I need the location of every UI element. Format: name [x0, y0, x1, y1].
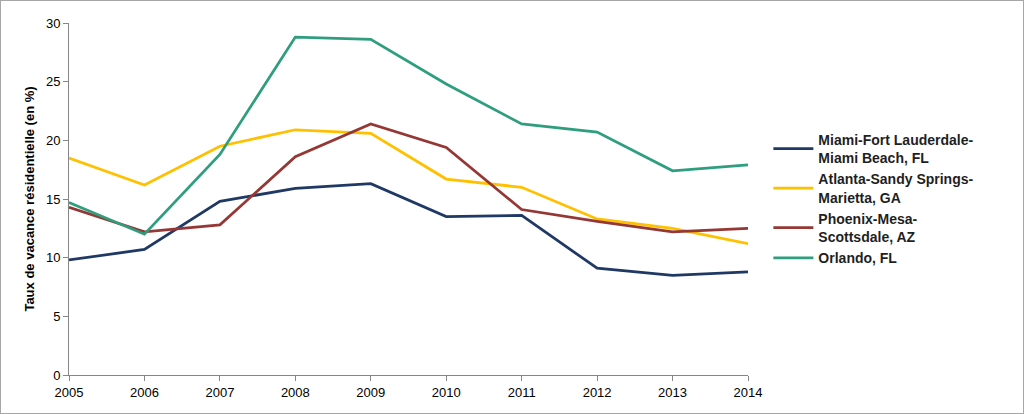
svg-text:2013: 2013 [658, 385, 687, 400]
svg-text:15: 15 [46, 192, 60, 207]
svg-text:2006: 2006 [130, 385, 159, 400]
svg-text:5: 5 [53, 309, 60, 324]
svg-text:2009: 2009 [356, 385, 385, 400]
svg-text:Miami-Fort Lauderdale-Miami Be: Miami-Fort Lauderdale-Miami Beach, FL [818, 132, 973, 166]
svg-text:25: 25 [46, 74, 60, 89]
svg-text:2014: 2014 [734, 385, 763, 400]
svg-text:10: 10 [46, 250, 60, 265]
svg-text:Phoenix-Mesa-Scottsdale, AZ: Phoenix-Mesa-Scottsdale, AZ [818, 211, 917, 245]
svg-text:2011: 2011 [508, 385, 536, 400]
svg-text:Orlando, FL: Orlando, FL [818, 250, 897, 266]
svg-text:Taux de vacance résidentielle: Taux de vacance résidentielle (en %) [22, 86, 37, 311]
svg-text:2005: 2005 [55, 385, 84, 400]
svg-text:20: 20 [46, 133, 60, 148]
svg-text:2012: 2012 [583, 385, 612, 400]
svg-text:2010: 2010 [432, 385, 461, 400]
svg-text:30: 30 [46, 16, 60, 31]
svg-text:2007: 2007 [205, 385, 234, 400]
svg-text:0: 0 [53, 368, 60, 383]
svg-text:2008: 2008 [281, 385, 310, 400]
svg-text:Atlanta-Sandy Springs-Marietta: Atlanta-Sandy Springs-Marietta, GA [818, 171, 973, 205]
